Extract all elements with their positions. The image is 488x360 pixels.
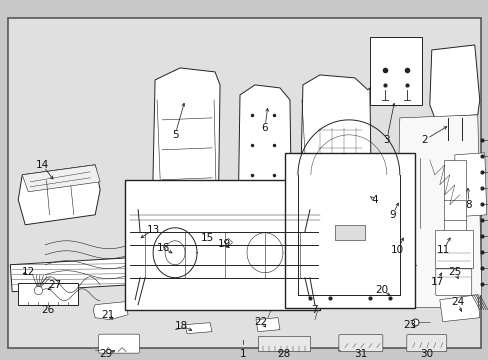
Text: 26: 26 [41,305,55,315]
Polygon shape [429,45,479,118]
Text: 3: 3 [383,135,389,145]
Text: 28: 28 [277,348,290,359]
Text: 9: 9 [389,210,395,220]
Text: 6: 6 [261,123,268,133]
Text: 17: 17 [430,277,444,287]
FancyBboxPatch shape [435,269,471,296]
Text: 23: 23 [403,320,416,330]
Polygon shape [255,318,280,332]
Text: 13: 13 [146,225,160,235]
FancyBboxPatch shape [285,153,414,308]
FancyBboxPatch shape [258,336,309,351]
Polygon shape [152,68,220,252]
Polygon shape [334,225,364,240]
Text: 31: 31 [353,348,367,359]
Text: 2: 2 [421,135,427,145]
FancyBboxPatch shape [443,160,465,240]
Polygon shape [246,183,285,217]
Text: 1: 1 [239,348,246,359]
FancyBboxPatch shape [338,335,382,352]
Text: 15: 15 [200,233,213,243]
Polygon shape [22,165,100,192]
FancyBboxPatch shape [125,180,319,310]
Polygon shape [184,323,212,334]
FancyBboxPatch shape [9,19,479,347]
Text: 7: 7 [310,305,317,315]
Polygon shape [454,153,486,217]
Text: 8: 8 [465,200,471,210]
FancyBboxPatch shape [434,230,472,268]
FancyBboxPatch shape [8,18,480,348]
Text: 5: 5 [171,130,178,140]
Text: 18: 18 [174,321,187,330]
Text: 29: 29 [100,348,113,359]
Text: 11: 11 [436,245,449,255]
Text: 21: 21 [102,310,115,320]
Polygon shape [299,75,371,255]
Text: 24: 24 [450,297,464,307]
Text: 27: 27 [48,280,61,290]
Text: 25: 25 [447,267,461,277]
Polygon shape [200,240,222,258]
Text: 4: 4 [371,195,377,205]
Text: 16: 16 [156,243,169,253]
Text: 12: 12 [21,267,35,277]
FancyBboxPatch shape [406,335,446,352]
Polygon shape [10,258,132,292]
FancyBboxPatch shape [18,283,78,305]
Text: 20: 20 [374,285,387,295]
Text: 22: 22 [254,317,267,327]
Text: 14: 14 [36,160,49,170]
Text: 30: 30 [419,348,432,359]
Polygon shape [439,295,479,322]
Text: 10: 10 [390,245,404,255]
FancyBboxPatch shape [99,334,140,353]
Text: 19: 19 [217,239,230,249]
Polygon shape [18,165,100,225]
Polygon shape [238,85,291,252]
FancyBboxPatch shape [369,37,421,105]
Polygon shape [395,115,481,308]
Polygon shape [93,302,128,320]
